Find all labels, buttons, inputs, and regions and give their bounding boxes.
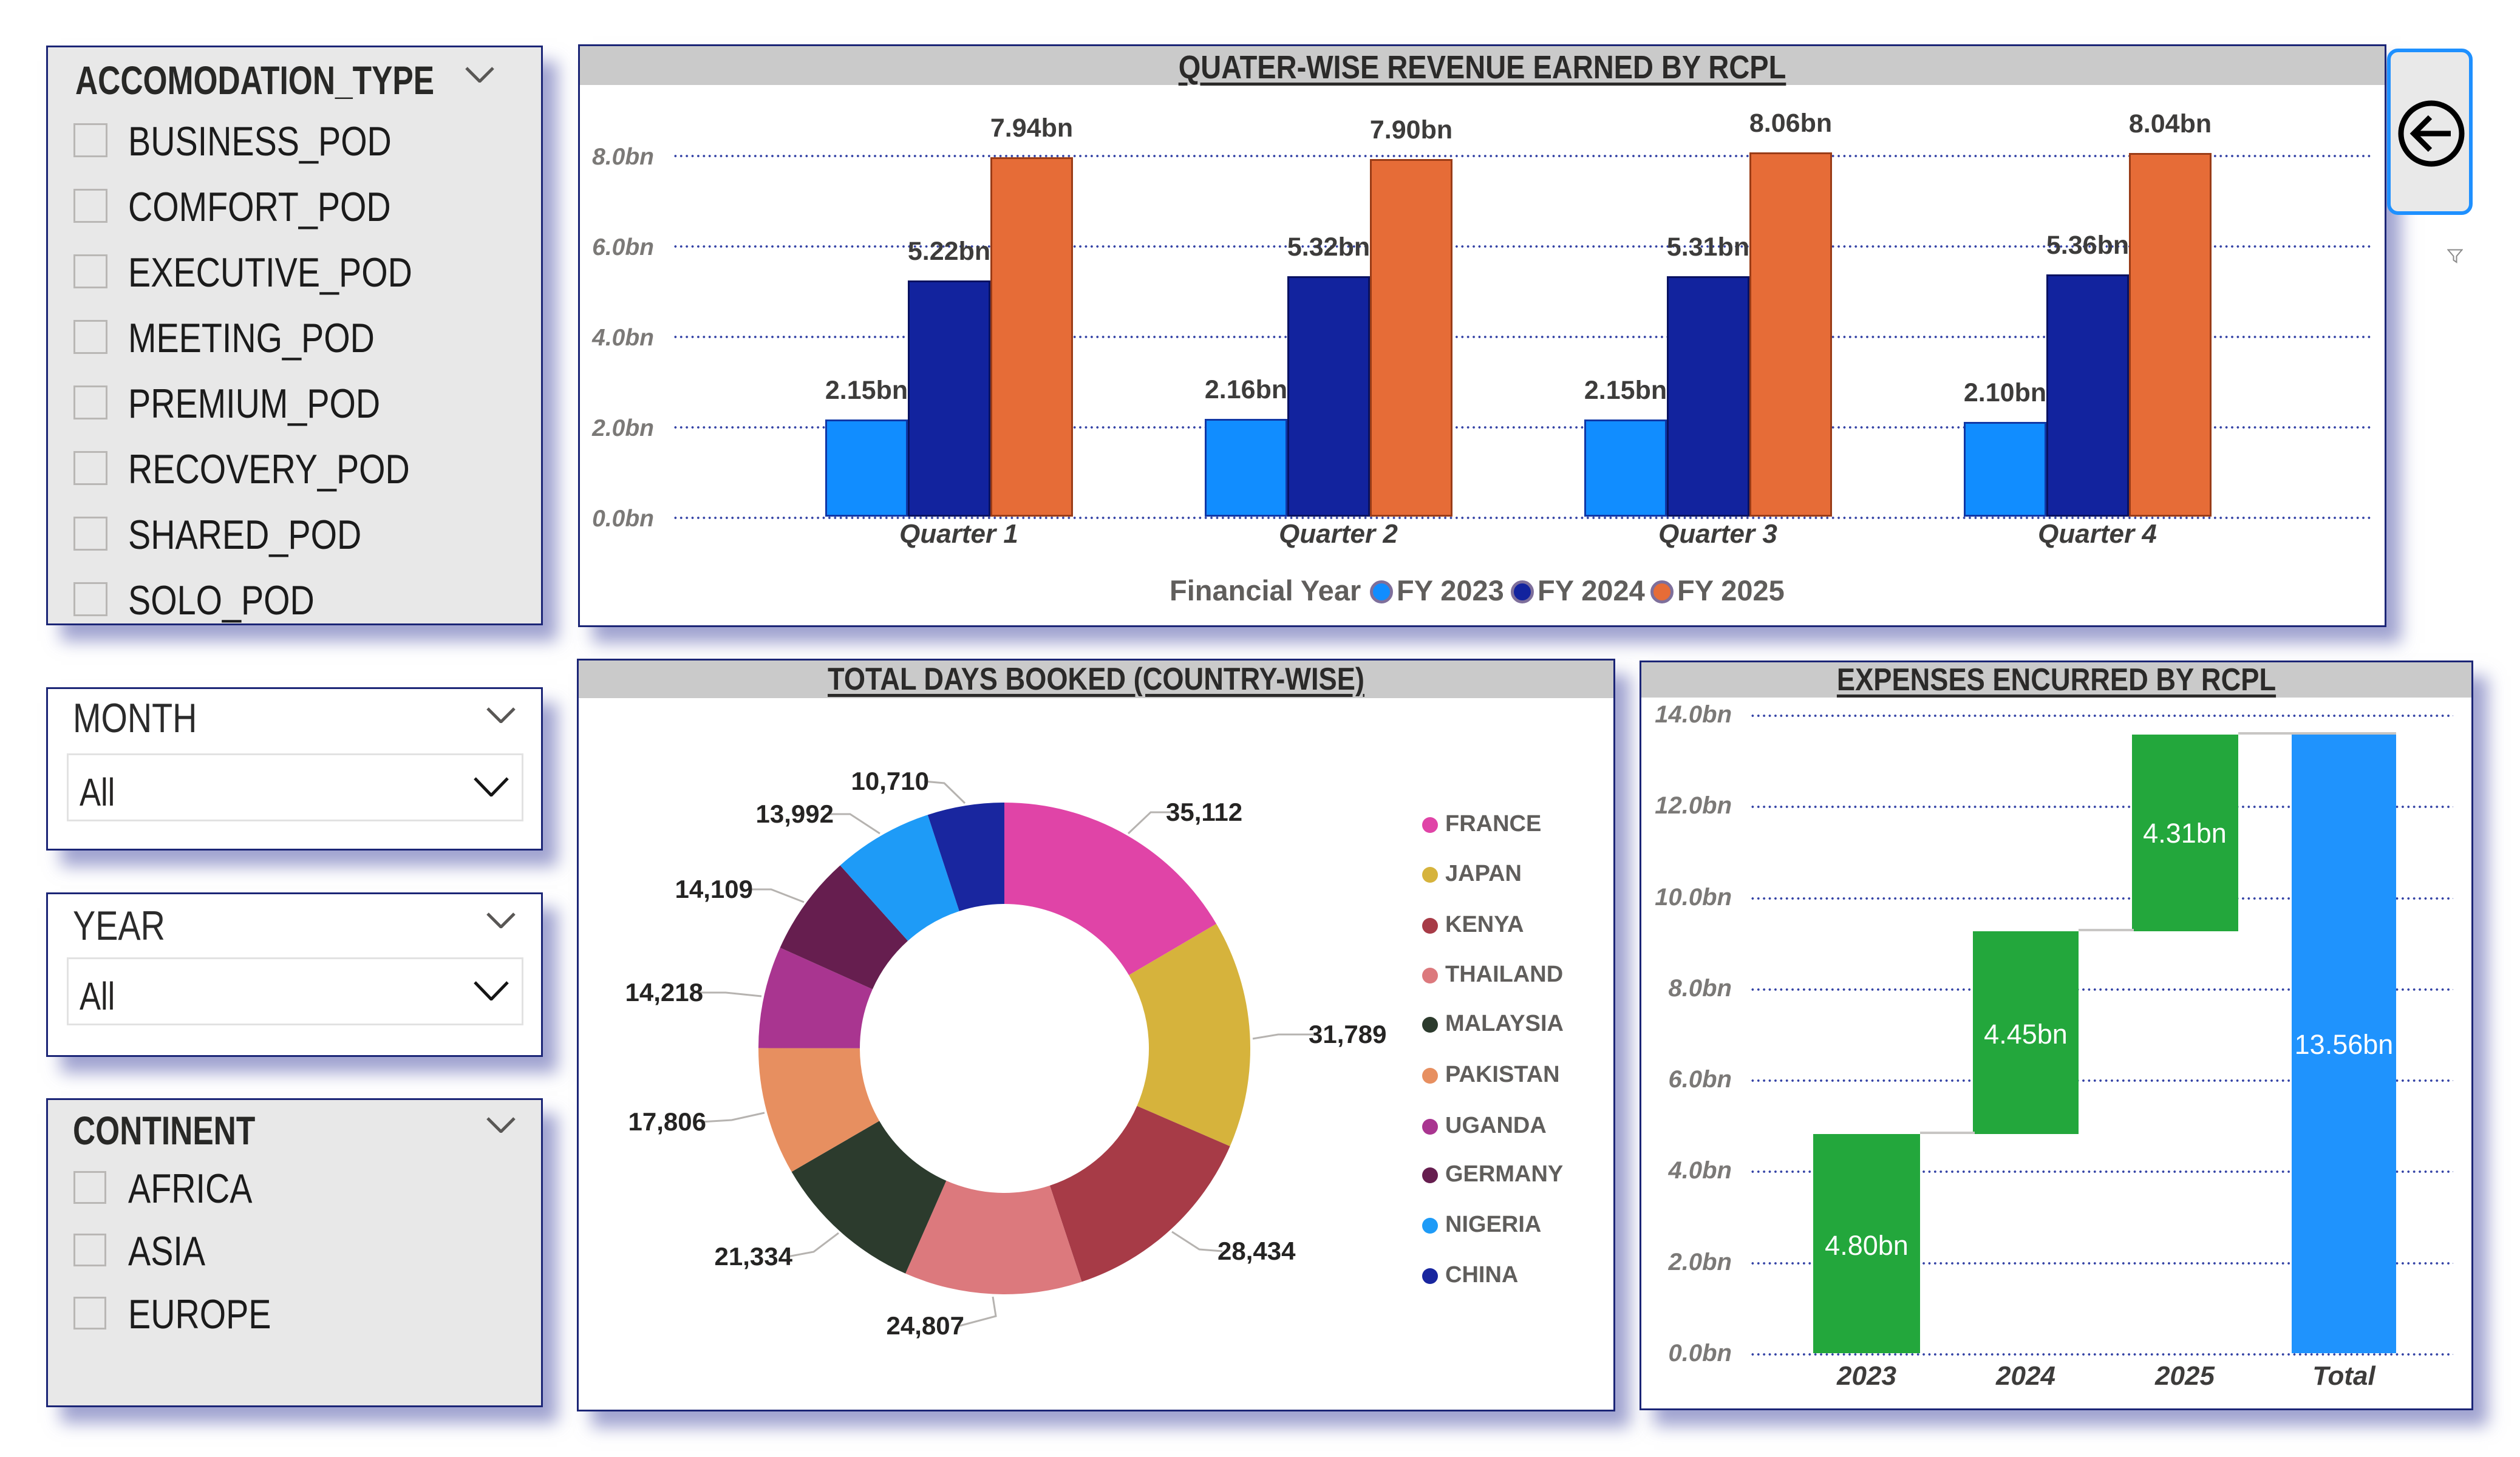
svg-text:14,109: 14,109 [675,875,753,903]
svg-text:28,434: 28,434 [1217,1237,1296,1265]
svg-text:31,789: 31,789 [1309,1020,1386,1048]
svg-text:14,218: 14,218 [625,978,703,1007]
svg-text:35,112: 35,112 [1166,798,1242,826]
svg-text:13,992: 13,992 [756,800,834,828]
svg-text:17,806: 17,806 [628,1107,706,1136]
svg-text:21,334: 21,334 [715,1242,793,1271]
svg-text:24,807: 24,807 [887,1311,964,1340]
svg-text:10,710: 10,710 [851,767,929,795]
